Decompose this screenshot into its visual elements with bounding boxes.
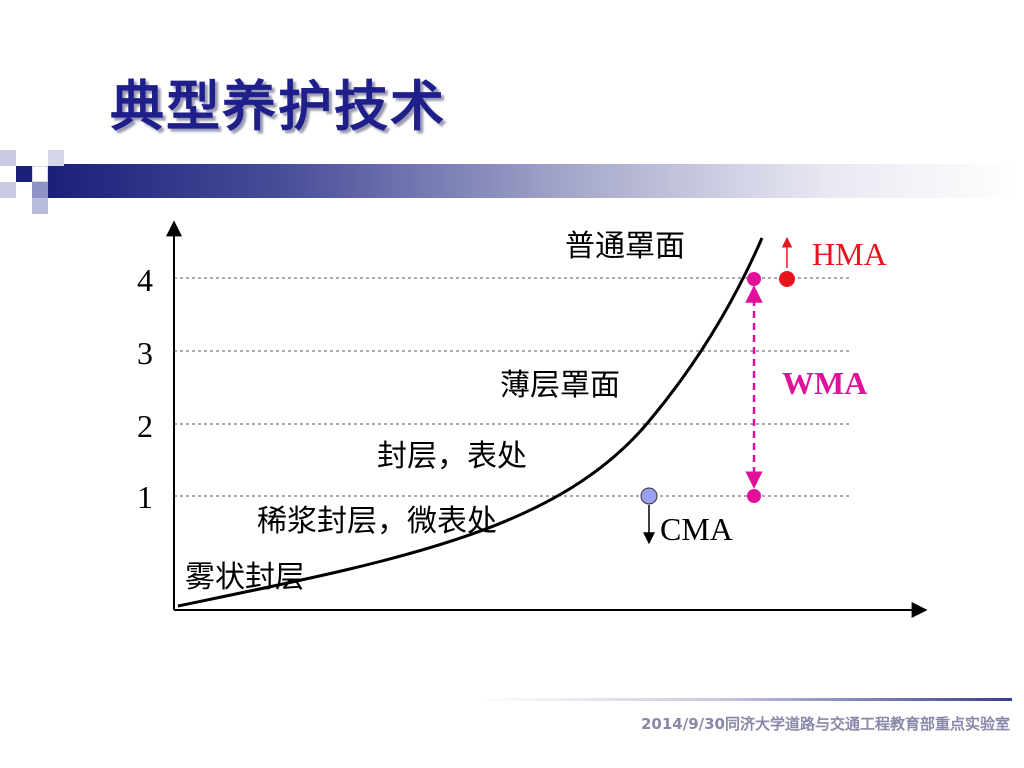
y-tick-4: 4: [137, 262, 153, 298]
label-slurry: 稀浆封层，微表处: [257, 504, 497, 539]
label-hma: HMA: [812, 236, 887, 272]
y-tick-1: 1: [137, 479, 153, 515]
y-tick-3: 3: [137, 335, 153, 371]
wma-dot-top: [747, 272, 761, 286]
deco-square: [16, 166, 32, 182]
deco-square: [48, 150, 64, 166]
header-gradient-bar: [48, 164, 1018, 198]
deco-square: [32, 198, 48, 214]
slide-title: 典型养护技术: [110, 75, 446, 138]
deco-square: [0, 182, 16, 198]
footer-divider: [480, 698, 1012, 701]
label-fog: 雾状封层: [185, 560, 305, 595]
deco-square: [32, 166, 48, 182]
maintenance-curve: [177, 237, 764, 608]
label-wma: WMA: [782, 365, 867, 401]
label-seal: 封层，表处: [377, 439, 527, 474]
label-thin-overlay: 薄层罩面: [500, 368, 620, 403]
wma-dot-bottom: [747, 489, 761, 503]
footer-text: 2014/9/30同济大学道路与交通工程教育部重点实验室: [640, 715, 1010, 733]
deco-square: [0, 150, 16, 166]
deco-square: [32, 182, 48, 198]
hma-dot: [779, 271, 795, 287]
cma-dot: [640, 487, 658, 505]
label-cma: CMA: [660, 511, 733, 547]
label-overlay: 普通罩面: [565, 229, 685, 264]
y-tick-2: 2: [137, 408, 153, 444]
